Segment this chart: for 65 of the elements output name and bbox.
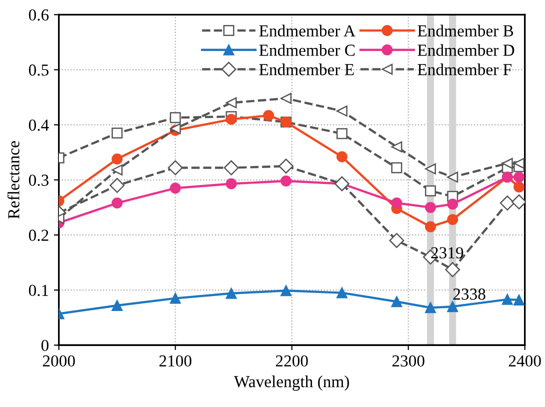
point	[514, 182, 524, 193]
point	[445, 262, 460, 278]
point	[502, 294, 513, 305]
legend-label: Endmember F	[418, 64, 512, 76]
point	[424, 202, 436, 213]
point	[336, 128, 348, 140]
point	[226, 288, 237, 299]
point	[336, 151, 348, 162]
x-tick-label: 2300	[392, 355, 424, 367]
x-tick-label: 2000	[42, 355, 75, 367]
point	[112, 300, 123, 311]
point	[424, 185, 436, 196]
point	[280, 92, 292, 104]
legend-label: Endmember B	[418, 24, 514, 36]
point	[280, 176, 292, 186]
point	[263, 110, 274, 121]
legend-label: Endmember C	[259, 44, 355, 56]
legend-label: Endmember A	[259, 24, 356, 36]
legend-label: Endmember D	[418, 44, 514, 56]
point	[336, 287, 348, 298]
point	[447, 214, 458, 226]
y-tick-label: 0.3	[28, 174, 48, 186]
x-tick-label: 2400	[508, 355, 541, 367]
point	[500, 196, 515, 211]
point	[226, 178, 237, 190]
point	[391, 162, 402, 174]
y-tick-label: 0.2	[28, 230, 48, 241]
point	[447, 301, 458, 312]
y-tick-label: 0	[41, 340, 48, 352]
point	[226, 114, 237, 125]
point	[112, 198, 123, 209]
point	[391, 296, 402, 308]
point	[112, 153, 123, 164]
point	[389, 232, 404, 248]
point	[112, 128, 123, 139]
x-tick-label: 2200	[276, 355, 308, 367]
x-tick-label: 2100	[159, 355, 192, 367]
point	[336, 106, 348, 117]
x-axis-title: Wavelength (nm)	[234, 376, 349, 391]
annotation: 2338	[453, 288, 486, 300]
point	[224, 160, 239, 176]
point	[424, 221, 436, 232]
point	[280, 285, 292, 296]
point	[170, 292, 181, 304]
point	[170, 182, 181, 194]
point	[110, 178, 125, 193]
point	[502, 158, 513, 169]
point	[170, 112, 181, 124]
y-tick-label: 0.4	[28, 120, 49, 131]
legend-label: Endmember E	[259, 64, 354, 76]
point	[447, 172, 458, 183]
point	[447, 198, 458, 210]
point	[112, 164, 123, 176]
point	[514, 172, 524, 183]
point	[514, 158, 524, 169]
point	[168, 160, 183, 176]
point	[514, 294, 524, 306]
point	[391, 198, 402, 209]
point	[424, 163, 436, 174]
y-tick-label: 0.5	[28, 64, 48, 76]
y-axis-title: Reflectance	[7, 141, 20, 219]
y-tick-label: 0.6	[28, 9, 49, 21]
y-tick-label: 0.1	[28, 284, 48, 296]
point	[424, 302, 436, 314]
point	[278, 158, 294, 174]
